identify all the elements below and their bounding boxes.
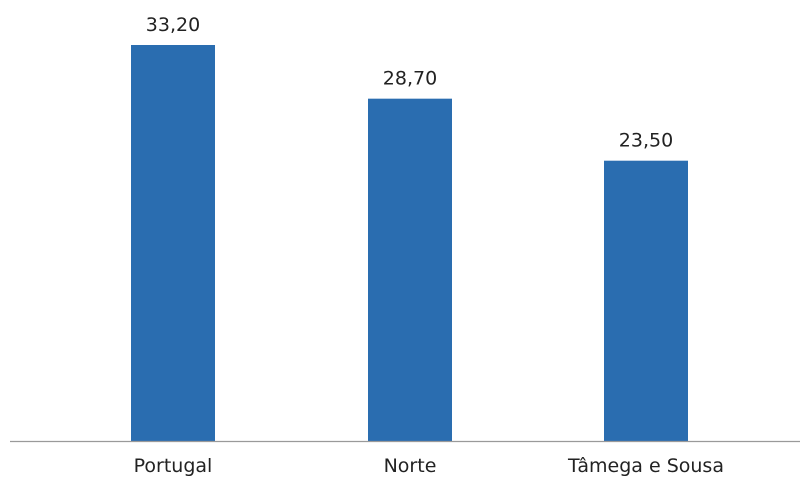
bar-2: [604, 160, 688, 441]
category-label-0: Portugal: [134, 455, 213, 477]
category-label-2: Tâmega e Sousa: [567, 455, 724, 477]
category-label-1: Norte: [384, 455, 437, 477]
bar-0: [131, 45, 215, 441]
bar-1: [368, 98, 452, 442]
value-label-2: 23,50: [619, 130, 673, 152]
value-labels-group: 33,20 28,70 23,50: [146, 14, 673, 152]
value-label-0: 33,20: [146, 14, 200, 36]
category-labels-group: Portugal Norte Tâmega e Sousa: [134, 455, 724, 477]
bars-group: [131, 45, 688, 442]
value-label-1: 28,70: [383, 68, 437, 90]
